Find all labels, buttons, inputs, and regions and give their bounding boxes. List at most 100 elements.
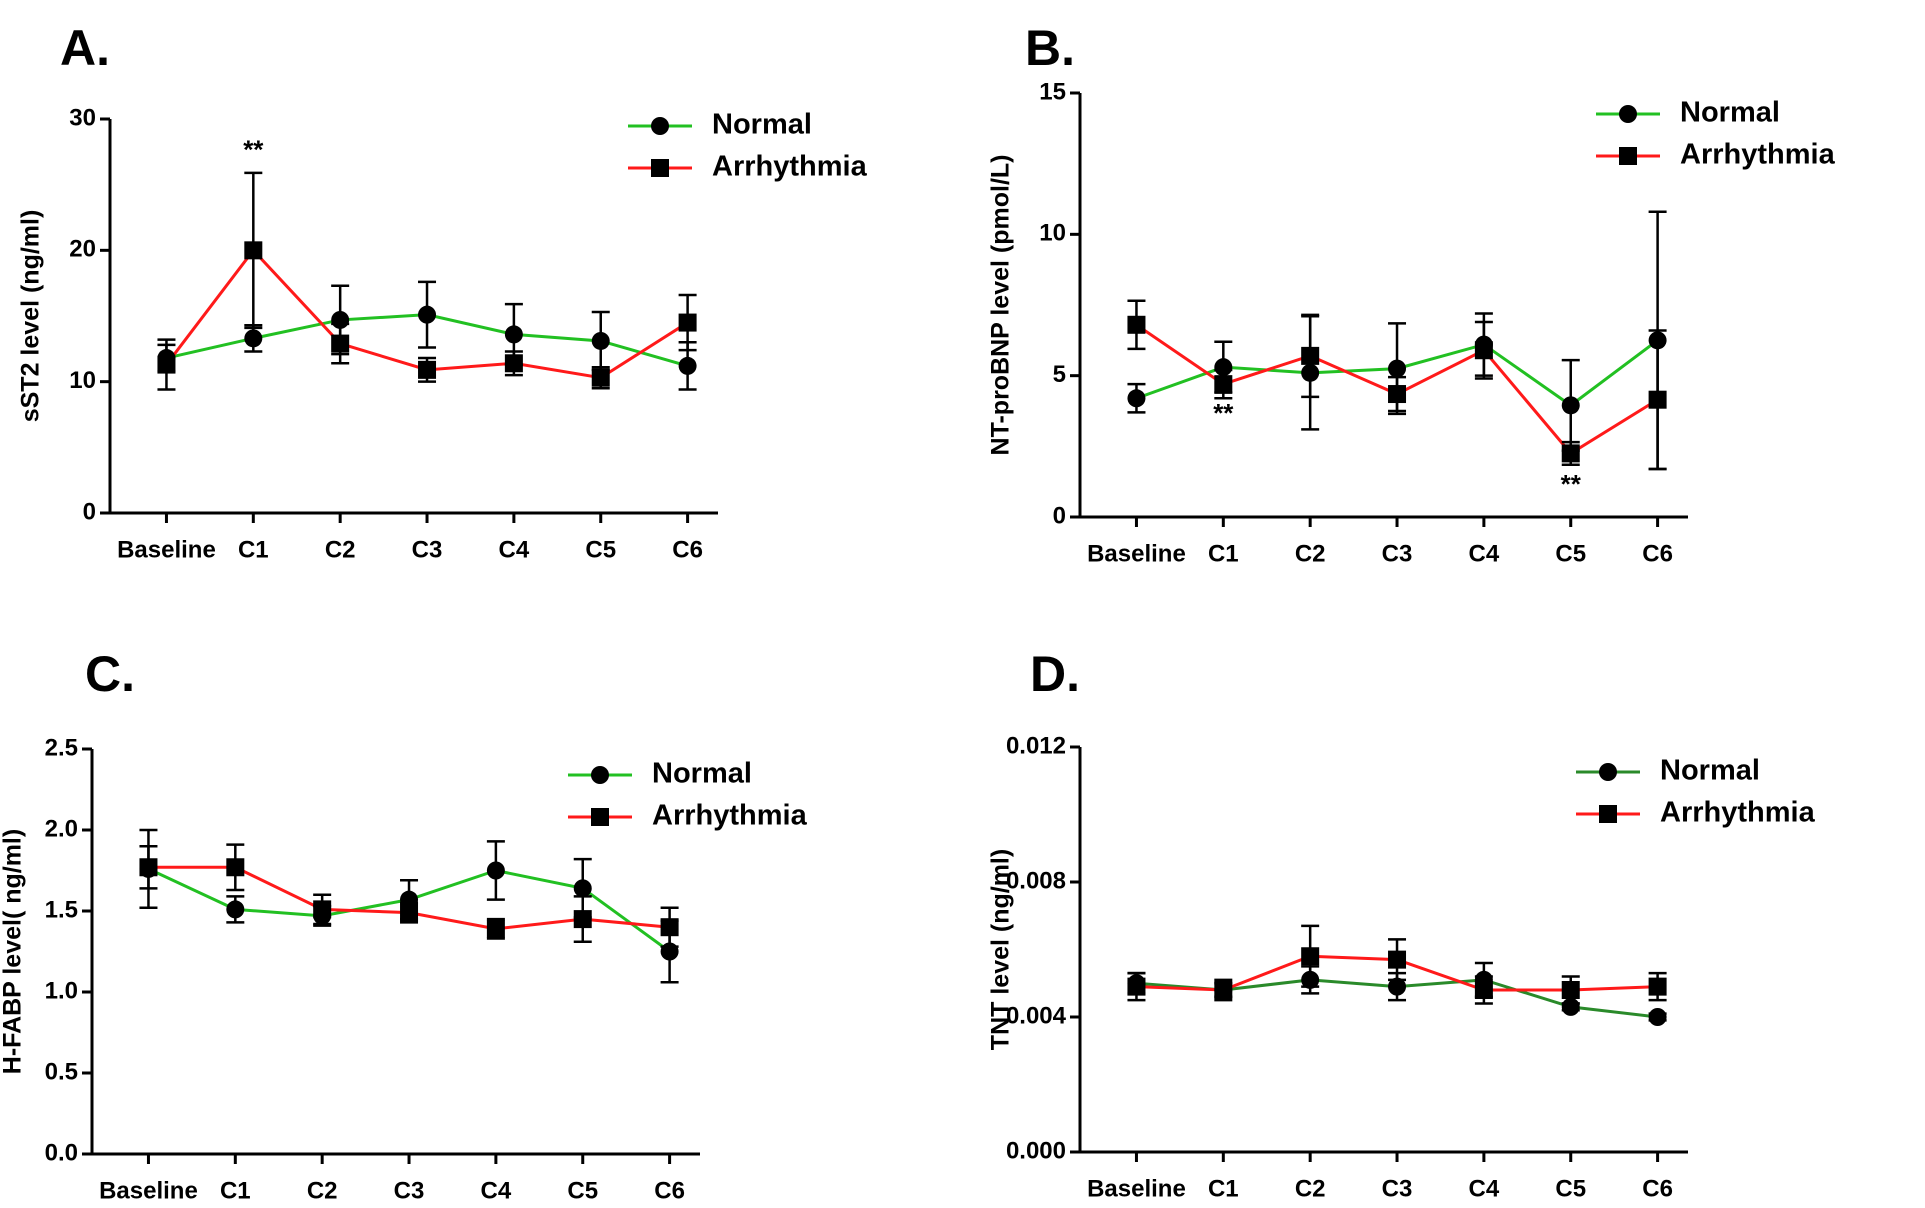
data-point [226,858,245,877]
data-point [1648,977,1667,996]
annotation: ** [243,135,264,165]
data-point [139,858,158,877]
panel: C. H-FABP level( ng/ml) 0.0 0.5 1.0 1.5 2.0 2.5… [0,646,808,1204]
y-tick-label: 10 [1039,220,1066,247]
panel-letter: D. [1030,646,1080,702]
y-tick-label: 0 [83,498,96,525]
legend-marker [1599,763,1617,781]
x-tick-label: C6 [1642,1175,1673,1202]
data-point [1561,396,1580,415]
annotation: ** [1213,398,1234,428]
y-tick-label: 5 [1053,361,1066,388]
data-point [1301,346,1320,365]
x-tick-label: C2 [1295,540,1326,567]
y-axis-title: NT-proBNP level (pmol/L) [987,155,1015,456]
y-tick-label: 0.0 [45,1139,78,1166]
y-tick-label: 2.0 [45,815,78,842]
y-tick-label: 0.012 [1006,732,1066,759]
legend-marker [591,808,609,826]
legend-label: Normal [712,109,812,141]
data-point [1301,947,1320,966]
data-point [244,329,263,348]
panel: D. TNT level (ng/ml) 0.000 0.004 0.008 0.012 B… [987,646,1816,1202]
y-tick-label: 20 [69,236,96,263]
y-tick-label: 0 [1053,502,1066,529]
legend-label: Arrhythmia [652,800,808,832]
data-point [1561,444,1580,463]
data-point [1214,981,1233,999]
data-point [1127,315,1146,334]
y-tick-label: 1.0 [45,977,78,1004]
x-tick-label: C4 [1469,540,1500,567]
x-tick-label: C4 [481,1177,512,1204]
data-point [573,910,592,929]
data-point [1474,981,1493,999]
x-tick-label: C1 [1208,1175,1239,1202]
legend-marker [1619,147,1637,165]
panel-letter: C. [85,646,135,702]
x-tick-label: C1 [238,536,269,563]
legend-marker [651,117,669,135]
data-point [1127,389,1146,408]
y-axis-title: TNT level (ng/ml) [987,849,1015,1050]
x-tick-label: C5 [1555,540,1586,567]
panel-letter: B. [1025,20,1075,76]
y-tick-label: 0.004 [1006,1002,1067,1029]
legend-marker [651,159,669,177]
x-tick-label: C5 [567,1177,598,1204]
data-point [504,354,523,373]
data-point [1388,385,1407,404]
data-point [313,900,332,919]
x-tick-label: C2 [1295,1175,1326,1202]
panel: A. sST2 level (ng/ml) 0 10 20 30 Baseline C1 C2 C… [17,20,868,563]
x-tick-label: C2 [307,1177,338,1204]
data-point [1388,950,1407,969]
legend-label: Normal [1680,97,1780,129]
data-point [1388,359,1407,378]
y-tick-label: 1.5 [45,896,78,923]
x-tick-label: Baseline [117,536,216,563]
legend-label: Normal [1660,755,1760,787]
x-tick-label: C5 [1555,1175,1586,1202]
x-tick-label: C3 [412,536,443,563]
data-point [1127,977,1146,996]
data-point [591,331,610,350]
y-axis-title: H-FABP level( ng/ml) [0,829,27,1074]
data-point [504,325,523,344]
data-point [1561,981,1580,999]
y-tick-label: 2.5 [45,734,78,761]
y-tick-label: 30 [69,104,96,131]
legend-marker [1619,105,1637,123]
data-point [573,879,592,898]
x-tick-label: Baseline [99,1177,198,1204]
x-tick-label: C6 [654,1177,685,1204]
data-point [400,903,419,922]
data-point [1388,977,1407,996]
x-tick-label: C1 [1208,540,1239,567]
data-point [331,334,350,353]
data-point [678,313,697,332]
data-point [486,919,505,938]
legend-label: Arrhythmia [1660,797,1816,829]
x-tick-label: Baseline [1087,1175,1186,1202]
data-point [1648,1008,1667,1026]
x-tick-label: C3 [1382,1175,1413,1202]
data-point [244,241,263,260]
y-tick-label: 0.5 [45,1058,78,1085]
legend-marker [1599,805,1617,823]
y-axis-title: sST2 level (ng/ml) [17,210,45,423]
x-tick-label: C3 [1382,540,1413,567]
data-point [226,900,245,919]
legend-marker [591,766,609,784]
data-point [1474,341,1493,360]
panel-letter: A. [60,20,110,76]
y-tick-label: 15 [1039,78,1066,105]
x-tick-label: C1 [220,1177,251,1204]
x-tick-label: C3 [394,1177,425,1204]
x-tick-label: Baseline [1087,540,1186,567]
y-tick-label: 10 [69,367,96,394]
x-tick-label: C6 [1642,540,1673,567]
data-point [591,368,610,387]
panel: B. NT-proBNP level (pmol/L) 0 5 10 15 Baseline… [987,20,1836,567]
data-point [660,918,679,937]
